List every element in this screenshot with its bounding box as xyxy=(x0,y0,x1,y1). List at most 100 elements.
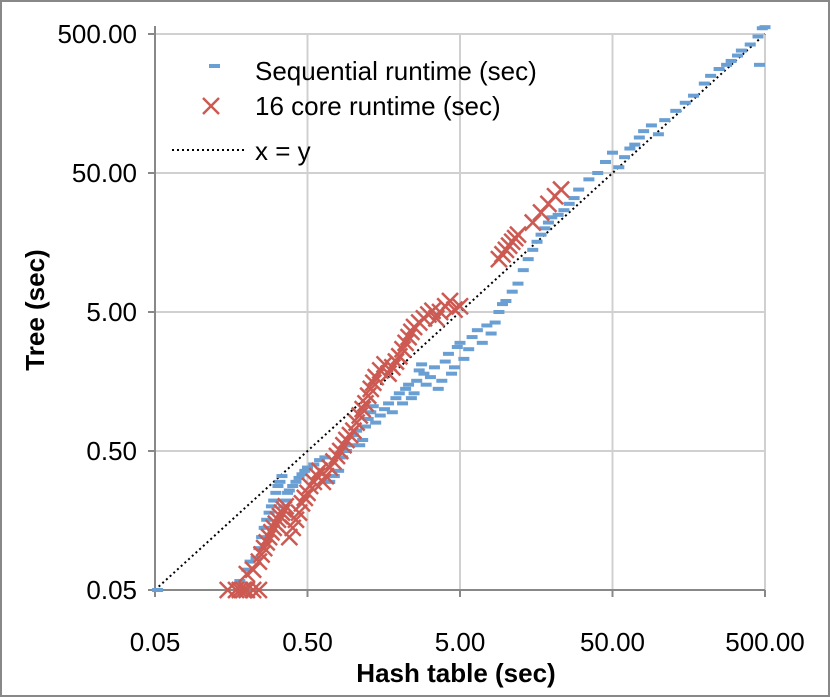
sequential-point xyxy=(268,498,280,503)
sequential-point xyxy=(638,129,650,134)
sequential-point xyxy=(253,546,265,551)
parallel-point xyxy=(313,472,332,491)
sequential-point xyxy=(420,382,432,387)
sequential-point xyxy=(272,484,284,489)
sequential-point xyxy=(546,215,558,220)
sequential-point xyxy=(354,443,366,448)
sequential-point xyxy=(619,155,631,160)
sequential-point xyxy=(241,567,253,572)
sequential-point xyxy=(535,232,547,237)
sequential-point xyxy=(362,416,374,421)
parallel-point-stroke xyxy=(353,400,372,419)
sequential-point xyxy=(328,474,340,479)
parallel-point xyxy=(552,180,570,199)
sequential-point xyxy=(293,475,305,480)
parallel-point xyxy=(255,539,274,558)
sequential-point xyxy=(458,356,470,361)
sequential-point xyxy=(408,391,420,396)
legend-label-reference: x = y xyxy=(255,136,311,166)
x-axis-title: Hash table (sec) xyxy=(356,658,555,688)
parallel-point xyxy=(334,436,353,455)
sequential-point xyxy=(698,81,710,86)
sequential-point xyxy=(583,177,595,182)
sequential-point xyxy=(633,135,645,140)
parallel-point xyxy=(523,213,542,232)
sequential-point xyxy=(752,34,764,39)
sequential-point xyxy=(713,67,725,72)
sequential-point xyxy=(274,479,286,484)
sequential-series xyxy=(152,25,771,592)
sequential-point xyxy=(476,340,488,345)
sequential-point xyxy=(670,108,682,113)
sequential-point xyxy=(302,465,313,470)
sequential-point xyxy=(411,378,423,383)
parallel-point-stroke xyxy=(276,497,295,516)
sequential-point xyxy=(442,351,454,356)
tick-labels: 0.05 0.50 5.00 50.00 500.00 0.05 0.50 5.00 50.00… xyxy=(57,19,804,657)
parallel-point xyxy=(396,333,415,352)
parallel-point xyxy=(399,328,418,346)
sequential-point xyxy=(405,396,417,401)
sequential-point xyxy=(607,150,618,155)
sequential-point xyxy=(471,328,483,333)
parallel-point-stroke xyxy=(334,436,353,455)
sequential-point xyxy=(333,468,345,473)
parallel-point xyxy=(361,379,380,398)
parallel-point xyxy=(230,581,249,599)
parallel-point xyxy=(280,528,299,547)
sequential-point xyxy=(481,323,493,328)
sequential-point xyxy=(485,331,497,336)
sequential-point xyxy=(517,268,529,273)
parallel-point xyxy=(250,581,268,599)
sequential-point xyxy=(759,25,771,30)
y-tick-label: 500.00 xyxy=(57,19,137,49)
sequential-point xyxy=(466,335,478,340)
sequential-point xyxy=(705,73,717,78)
sequential-point xyxy=(418,371,430,376)
parallel-point xyxy=(364,373,383,392)
parallel-point xyxy=(244,581,263,599)
sequential-point xyxy=(400,386,412,391)
sequential-point xyxy=(645,123,657,128)
parallel-point xyxy=(387,352,405,371)
parallel-point-stroke xyxy=(257,533,276,552)
parallel-point-stroke xyxy=(244,560,263,579)
sequential-point xyxy=(413,368,425,373)
sequential-point xyxy=(721,62,733,67)
parallel-point xyxy=(293,494,311,513)
parallel-point-stroke xyxy=(523,213,542,232)
sequential-point xyxy=(357,437,369,442)
sequential-point xyxy=(416,362,428,367)
sequential-point xyxy=(522,257,534,262)
sequential-point xyxy=(265,504,277,509)
parallel-point-stroke xyxy=(230,581,249,599)
sequential-point xyxy=(287,484,299,489)
sequential-point xyxy=(270,490,282,495)
sequential-point xyxy=(283,488,295,493)
legend-label-sequential: Sequential runtime (sec) xyxy=(255,56,537,86)
sequential-point xyxy=(463,347,475,352)
parallel-point-stroke xyxy=(244,581,263,599)
sequential-point xyxy=(278,504,290,509)
sequential-point xyxy=(359,424,371,429)
axes xyxy=(148,26,766,597)
sequential-point xyxy=(397,401,409,406)
sequential-point xyxy=(365,410,377,415)
sequential-point xyxy=(324,479,336,484)
parallel-point-stroke xyxy=(396,333,415,352)
parallel-point-stroke xyxy=(509,225,527,244)
parallel-point xyxy=(441,292,459,310)
sequential-point xyxy=(439,359,451,364)
sequential-point xyxy=(539,226,551,231)
parallel-series xyxy=(218,180,570,599)
parallel-point-stroke xyxy=(399,328,418,346)
sequential-point xyxy=(659,118,671,123)
sequential-point xyxy=(374,413,386,418)
sequential-point xyxy=(592,171,604,175)
sequential-point xyxy=(506,289,518,294)
sequential-point xyxy=(282,490,294,495)
sequential-point xyxy=(347,433,359,438)
sequential-point xyxy=(542,220,554,225)
